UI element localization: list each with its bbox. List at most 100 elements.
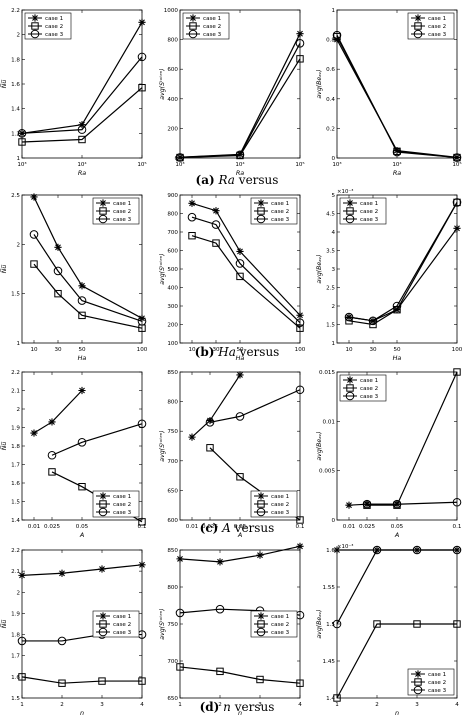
caption-c: (c) A versus xyxy=(199,521,275,535)
series-line xyxy=(21,564,143,576)
y-tick-label: 200 xyxy=(167,126,178,132)
y-axis-label: avg(Sᵗᵒᵗᵉⁿ) xyxy=(159,608,166,639)
data-point xyxy=(78,311,86,320)
series-1 xyxy=(176,542,304,566)
x-tick-label: 30 xyxy=(212,347,220,353)
y-tick-label: 700 xyxy=(167,230,178,236)
y-tick-label: 0 xyxy=(331,518,335,524)
series-3 xyxy=(17,52,147,138)
legend-marker xyxy=(257,620,265,628)
data-point xyxy=(236,473,244,481)
y-tick-label: 1.2 xyxy=(11,131,20,137)
series-3 xyxy=(47,419,147,460)
legend-label: case 3 xyxy=(360,217,379,223)
x-tick-label: 4 xyxy=(455,702,459,708)
data-point xyxy=(175,608,185,618)
series-line xyxy=(179,545,301,563)
data-point xyxy=(295,318,305,327)
series-line xyxy=(348,202,458,322)
series-line xyxy=(336,34,458,159)
data-point xyxy=(453,198,461,207)
data-point xyxy=(296,324,304,332)
legend-marker xyxy=(346,199,354,207)
legend-label: case 3 xyxy=(113,630,132,636)
data-point xyxy=(413,620,421,628)
y-tick-label: 1.5 xyxy=(326,622,335,628)
series-2 xyxy=(30,260,146,332)
chart-8: 600 650 700 750 800 850 0.01 0.025 0.05 0.1 Aavg(S… xyxy=(159,370,305,539)
data-point xyxy=(296,516,304,524)
legend: case 1 case 2 case 3 xyxy=(250,197,298,225)
legend-label: case 2 xyxy=(271,502,289,508)
data-point xyxy=(78,483,86,491)
data-point xyxy=(29,230,39,239)
legend-marker xyxy=(256,214,266,224)
chart-7: 1.4 1.5 1.6 1.7 1.8 1.9 2 2.1 2.2 0.01 0.025 0.05 0.… xyxy=(0,370,147,539)
series-line xyxy=(336,36,458,159)
legend-marker xyxy=(414,22,422,30)
y-tick-label: 200 xyxy=(167,323,178,329)
legend-marker xyxy=(31,22,39,30)
legend-marker xyxy=(257,492,265,500)
data-point xyxy=(333,546,341,554)
y-tick-label: 0.015 xyxy=(319,370,335,376)
legend-label: case 2 xyxy=(360,386,378,392)
legend-marker xyxy=(99,207,107,215)
x-tick-label: 3 xyxy=(258,702,262,708)
y-tick-label: 400 xyxy=(167,286,178,292)
y-tick-label: 2.5 xyxy=(11,193,20,199)
data-point xyxy=(236,371,244,379)
legend-label: case 3 xyxy=(360,394,379,400)
legend-marker xyxy=(345,391,355,401)
legend-marker xyxy=(257,199,265,207)
x-tick-label: 50 xyxy=(236,347,244,353)
series-line xyxy=(33,390,83,434)
legend-label: case 1 xyxy=(113,494,132,500)
series-line xyxy=(336,623,457,699)
legend-label: case 3 xyxy=(203,32,222,38)
y-tick-label: 0.8 xyxy=(326,38,335,44)
y-tick-label: 0.005 xyxy=(319,469,335,475)
data-point xyxy=(296,542,304,550)
series-2 xyxy=(188,232,304,332)
legend: case 1 case 2 case 3 xyxy=(250,490,298,518)
data-point xyxy=(368,316,378,326)
caption-d: (d) n versus xyxy=(199,700,275,714)
legend-label: case 1 xyxy=(45,16,64,22)
data-point xyxy=(235,412,245,421)
data-point xyxy=(138,314,146,322)
x-tick-label: 10⁵ xyxy=(452,161,461,168)
x-tick-label: 0.025 xyxy=(202,524,218,530)
legend-marker xyxy=(189,22,197,30)
legend-label: case 2 xyxy=(203,24,221,30)
series-2 xyxy=(176,663,304,687)
series-3 xyxy=(187,212,305,327)
legend-marker xyxy=(346,207,354,215)
x-axis-label: n xyxy=(238,709,242,717)
series-1 xyxy=(188,371,244,441)
legend-marker xyxy=(414,678,422,686)
legend-marker xyxy=(257,207,265,215)
legend-label: case 1 xyxy=(360,201,379,207)
legend-marker xyxy=(99,620,107,628)
y-tick-label: 1.6 xyxy=(11,82,20,88)
data-point xyxy=(58,569,66,577)
y-tick-label: 1.8 xyxy=(11,57,20,63)
legend-label: case 1 xyxy=(203,16,222,22)
legend-label: case 1 xyxy=(271,494,290,500)
y-tick-label: 750 xyxy=(167,429,178,435)
legend-label: case 3 xyxy=(113,217,132,223)
data-point xyxy=(78,135,86,144)
x-axis-label: n xyxy=(80,709,84,717)
data-point xyxy=(295,385,305,395)
data-point xyxy=(48,418,56,426)
y-tick-label: 800 xyxy=(167,212,178,218)
x-tick-label: 10⁵ xyxy=(137,161,146,168)
y-tick-label: 1.8 xyxy=(11,633,20,639)
y-tick-label: 1.7 xyxy=(11,654,20,660)
